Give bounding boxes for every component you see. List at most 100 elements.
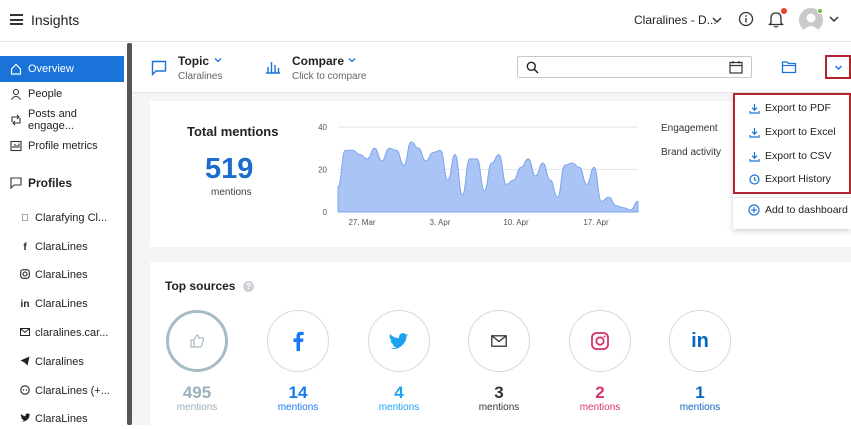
source-item[interactable]: 4 mentions [367,310,431,414]
source-count: 3 [494,383,504,402]
mentions-series-area [337,141,639,213]
source-circle [468,310,530,372]
help-icon[interactable]: ? [243,281,254,292]
source-count: 1 [695,383,705,402]
menu-divider [733,197,851,198]
legend-brand-activity[interactable]: Brand activity [661,147,722,158]
sidebar-item-profile-metrics[interactable]: Profile metrics [0,133,124,159]
x-tick-label: 10. Apr [503,218,529,227]
instagram-icon [19,268,31,282]
profile-item[interactable]: in ClaraLines [20,298,88,310]
profile-item[interactable]: Claralines [0,352,124,372]
facebook-icon: f [23,241,27,253]
twitter-icon [388,333,409,349]
top-bar: Insights Claralines - D... [0,0,851,42]
linkedin-icon: in [691,329,709,352]
retweet-icon [10,114,22,126]
apple-icon:  [19,213,31,224]
profile-item[interactable]: claralines.car... [0,323,124,343]
whatsapp-icon [19,384,31,398]
source-circle [368,310,430,372]
source-label: mentions [579,402,621,413]
metrics-icon [10,140,22,152]
total-mentions-count: 519 [205,153,254,185]
bar-chart-icon[interactable] [265,60,281,74]
clock-icon [748,173,760,185]
compare-label[interactable]: Compare [292,54,345,68]
source-circle: in [669,310,731,372]
x-tick-label: 17. Apr [583,218,609,227]
sidebar-scrollbar-thumb[interactable] [127,43,132,425]
sidebar-item-label: Posts and engage... [28,108,77,132]
total-mentions-title: Total mentions [187,124,279,139]
chat-icon [10,177,22,189]
export-csv-item[interactable]: Export to CSV [748,150,832,162]
y-tick-label: 40 [318,123,327,132]
folder-icon[interactable] [781,60,797,74]
source-label: mentions [277,402,319,413]
profile-item[interactable]: ClaraLines [0,409,124,429]
download-icon [748,126,760,138]
email-icon [19,327,31,339]
export-pdf-item[interactable]: Export to PDF [748,102,831,114]
profile-item[interactable]: Clarafying Cl... [0,208,124,228]
sidebar-item-posts[interactable]: Posts and engage... [0,107,124,133]
person-icon [10,88,22,100]
mentions-area-chart[interactable]: 40 20 0 27. Mar 3. Apr 10. Apr 17. Apr [310,118,650,233]
profile-item[interactable]: ClaraLines (+... [0,381,124,401]
thumbs-up-icon [190,334,204,348]
sidebar-item-overview[interactable]: Overview [0,56,124,82]
export-menu-button[interactable] [825,55,851,79]
profile-item[interactable]: f ClaraLines [0,237,124,257]
chevron-down-icon [834,65,842,70]
compare-value: Click to compare [292,71,367,82]
profiles-heading: Profiles [10,176,72,190]
source-item[interactable]: 14 mentions [266,310,330,414]
source-item[interactable]: 2 mentions [568,310,632,414]
export-options-highlight [733,93,851,194]
home-icon [10,63,22,75]
hamburger-menu-icon[interactable] [10,14,23,25]
plus-circle-icon [748,204,760,216]
sidebar-item-label: People [28,88,63,100]
twitter-icon [19,412,31,426]
source-label: mentions [478,402,520,413]
export-history-item[interactable]: Export History [748,173,831,185]
chevron-down-icon[interactable] [829,14,839,24]
search-input[interactable] [517,56,752,78]
download-icon [748,150,760,162]
bell-icon[interactable] [768,10,784,28]
source-label: mentions [176,402,218,413]
calendar-icon[interactable] [729,60,743,74]
source-count: 14 [288,383,308,402]
notification-dot [781,8,787,14]
add-to-dashboard-item[interactable]: Add to dashboard [748,204,848,216]
topic-label[interactable]: Topic [178,54,210,68]
chevron-down-icon[interactable] [348,56,356,64]
export-excel-item[interactable]: Export to Excel [748,126,836,138]
source-label: mentions [679,402,721,413]
total-mentions-label: mentions [211,187,252,198]
brand-selector[interactable]: Claralines - D... [634,13,717,27]
instagram-icon [591,332,609,350]
app-title: Insights [31,12,80,28]
source-item[interactable]: 495 mentions [165,310,229,414]
online-status-dot [817,8,823,14]
x-tick-label: 27. Mar [348,218,375,227]
source-circle [166,310,228,372]
chevron-down-icon[interactable] [712,13,722,27]
chevron-down-icon[interactable] [214,56,222,64]
telegram-icon [19,356,31,369]
source-item[interactable]: in 1 mentions [668,310,732,414]
sidebar-item-people[interactable]: People [0,81,124,107]
source-count: 495 [182,383,212,402]
topic-chat-icon[interactable] [151,60,167,76]
x-tick-label: 3. Apr [430,218,451,227]
source-item[interactable]: 3 mentions [467,310,531,414]
facebook-icon [293,331,304,351]
legend-engagement[interactable]: Engagement [661,123,718,134]
download-icon [748,102,760,114]
sidebar-item-label: Profile metrics [28,140,98,152]
info-icon[interactable] [738,11,754,27]
profile-item[interactable]: ClaraLines [0,265,124,285]
